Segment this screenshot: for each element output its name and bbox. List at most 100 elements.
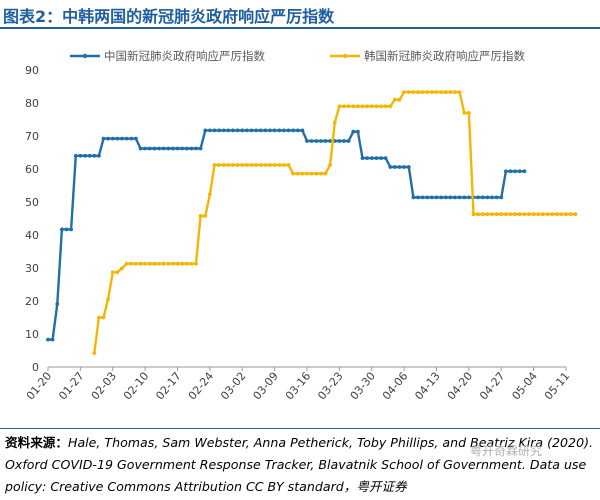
series-2-point (393, 97, 397, 102)
y-tick-label: 60 (25, 163, 39, 176)
series-1-point (92, 153, 97, 158)
legend-label-2: 韩国新冠肺炎政府响应严厉指数 (364, 49, 525, 63)
series-2-point (295, 171, 300, 176)
series-1-point (277, 128, 282, 133)
series-2-point (369, 104, 374, 109)
series-2-point (499, 212, 504, 217)
series-1-point (300, 128, 305, 133)
y-tick-label: 50 (25, 196, 39, 209)
x-tick-label: 01-20 (24, 370, 55, 403)
series-2-point (568, 212, 573, 217)
series-lines (46, 90, 578, 355)
series-1-point (157, 146, 161, 151)
series-2-point (263, 163, 268, 167)
series-2-point (411, 90, 416, 94)
series-1-point (254, 128, 258, 133)
source-label: 资料来源： (5, 435, 68, 450)
series-2-point (106, 297, 110, 301)
x-tick-label: 02-17 (153, 370, 184, 403)
series-1-point (356, 129, 360, 134)
title-underline (0, 27, 600, 29)
series-2-point (356, 104, 360, 109)
series-2-point (536, 212, 541, 217)
figure-title: 图表2：中韩两国的新冠肺炎政府响应严厉指数 (3, 7, 335, 26)
footer-rule (0, 428, 600, 429)
series-2-point (550, 212, 554, 217)
series-1-point (295, 128, 300, 133)
series-1-point (328, 139, 332, 143)
y-tick-label: 70 (25, 130, 39, 143)
series-1-point (226, 128, 231, 133)
series-2-point (402, 90, 406, 94)
series-2-point (272, 163, 277, 167)
series-2-point (406, 90, 411, 94)
series-2-point (194, 261, 198, 266)
series-2-point (360, 104, 365, 109)
y-tick-label: 30 (25, 262, 39, 275)
series-1-point (383, 156, 388, 160)
x-tick-label: 03-16 (283, 370, 314, 403)
series-2-point (268, 163, 272, 167)
legend-label-1: 中国新冠肺炎政府响应严厉指数 (104, 49, 265, 63)
series-2-point (157, 261, 161, 266)
series-1-point (365, 156, 369, 160)
series-1-point (120, 136, 124, 141)
series-1-point (508, 169, 513, 174)
series-2-point (97, 315, 101, 320)
series-2-point (351, 104, 356, 109)
series-2-point (476, 212, 480, 217)
series-2-point (425, 90, 430, 94)
series-1-point (212, 128, 217, 133)
series-1-point (110, 136, 115, 141)
x-tick-label: 04-06 (380, 370, 411, 403)
series-1-point (180, 146, 185, 151)
x-axis: 01-20 01-27 02-03 02-10 02-17 02-24 03-02 03-09… (24, 366, 573, 403)
series-2-point (203, 214, 208, 218)
series-1-point (55, 302, 60, 306)
figure-footer: 资料来源：Hale, Thomas, Sam Webster, Anna Pet… (0, 428, 600, 500)
series-2-point (305, 171, 309, 176)
series-2-point (485, 212, 490, 217)
y-tick-label: 40 (25, 229, 39, 242)
line-chart: 0 10 20 30 40 50 60 70 80 90 01-20 01-27 02-03 02-10… (24, 49, 578, 403)
series-1-point (171, 146, 175, 151)
series-1-point (425, 195, 430, 200)
series-1-point (499, 195, 504, 200)
x-tick-label: 04-20 (445, 370, 476, 403)
series-2-point (397, 97, 402, 102)
series-1-point (457, 195, 462, 200)
series-1-point (263, 128, 268, 133)
series-2-point (559, 212, 564, 217)
chart-area: 0 10 20 30 40 50 60 70 80 90 01-20 01-27 02-03 02-10… (0, 36, 600, 416)
x-tick-label: 01-27 (56, 370, 87, 403)
series-1-point (388, 165, 393, 169)
series-2-point (110, 270, 115, 275)
series-2-point (462, 111, 467, 115)
series-2-point (231, 163, 235, 167)
x-tick-label: 02-10 (121, 370, 152, 403)
series-1-point (198, 146, 203, 151)
series-line-1 (48, 129, 525, 341)
series-2-point (226, 163, 231, 167)
series-1-point (411, 195, 416, 200)
series-1-point (152, 146, 157, 151)
series-2-point (480, 212, 485, 217)
series-1-point (420, 195, 425, 200)
series-1-point (416, 195, 420, 200)
series-1-point (443, 195, 448, 200)
x-tick-label: 05-04 (509, 370, 540, 403)
series-2-point (467, 111, 471, 115)
series-2-point (541, 212, 545, 217)
series-1-point (258, 128, 263, 133)
series-2-point (457, 90, 462, 94)
series-1-point (430, 195, 434, 200)
y-tick-label: 90 (25, 64, 39, 77)
series-2-point (235, 163, 240, 167)
series-2-point (434, 90, 439, 94)
y-tick-label: 20 (25, 295, 39, 308)
series-1-point (286, 128, 291, 133)
series-1-point (369, 156, 374, 160)
series-1-point (337, 139, 342, 143)
x-tick-label: 05-11 (542, 370, 573, 403)
series-1-point (319, 139, 323, 143)
